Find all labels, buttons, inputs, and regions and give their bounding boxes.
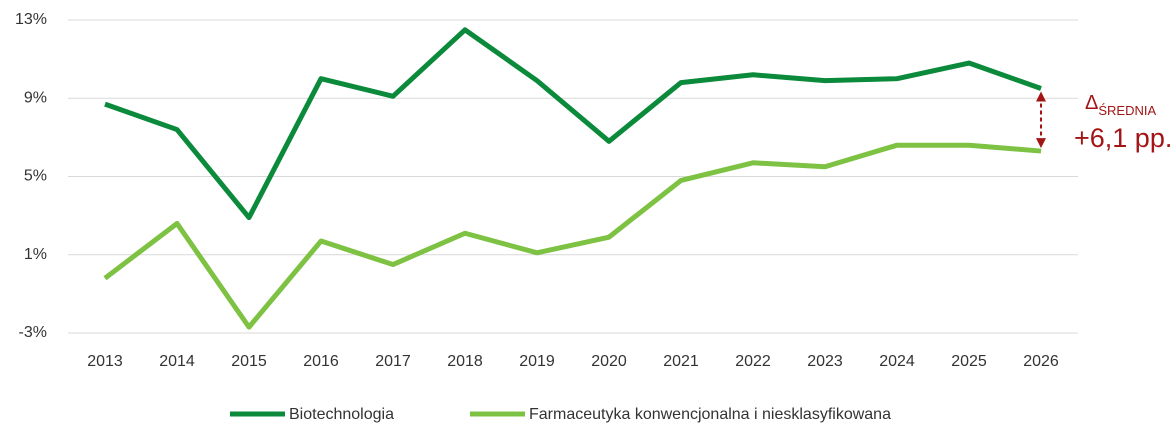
x-tick-label: 2023 (807, 353, 843, 370)
series-line (103, 142, 1042, 330)
x-tick-label: 2016 (303, 353, 339, 370)
annotation-subscript: ŚREDNIA (1098, 103, 1156, 118)
series-line (104, 27, 1042, 221)
x-tick-label: 2019 (519, 353, 555, 370)
y-tick-label: -3% (19, 324, 47, 341)
x-tick-label: 2022 (735, 353, 771, 370)
legend-label: Biotechnologia (289, 406, 394, 423)
x-tick-label: 2013 (87, 353, 123, 370)
x-tick-label: 2015 (231, 353, 267, 370)
x-tick-label: 2017 (375, 353, 411, 370)
y-tick-label: 5% (24, 168, 47, 185)
x-tick-label: 2018 (447, 353, 483, 370)
annotation-label: ΔŚREDNIA (1085, 92, 1156, 118)
legend-label: Farmaceutyka konwencjonalna i niesklasyf… (529, 406, 891, 423)
x-tick-label: 2021 (663, 353, 699, 370)
x-tick-label: 2020 (591, 353, 627, 370)
y-tick-label: 13% (15, 11, 47, 28)
x-tick-label: 2026 (1023, 353, 1059, 370)
y-tick-label: 9% (24, 89, 47, 106)
annotation-symbol: Δ (1085, 92, 1098, 114)
x-tick-label: 2025 (951, 353, 987, 370)
annotation-value: +6,1 pp. (1074, 123, 1172, 153)
y-tick-label: 1% (24, 246, 47, 263)
x-tick-label: 2014 (159, 353, 195, 370)
x-tick-label: 2024 (879, 353, 915, 370)
